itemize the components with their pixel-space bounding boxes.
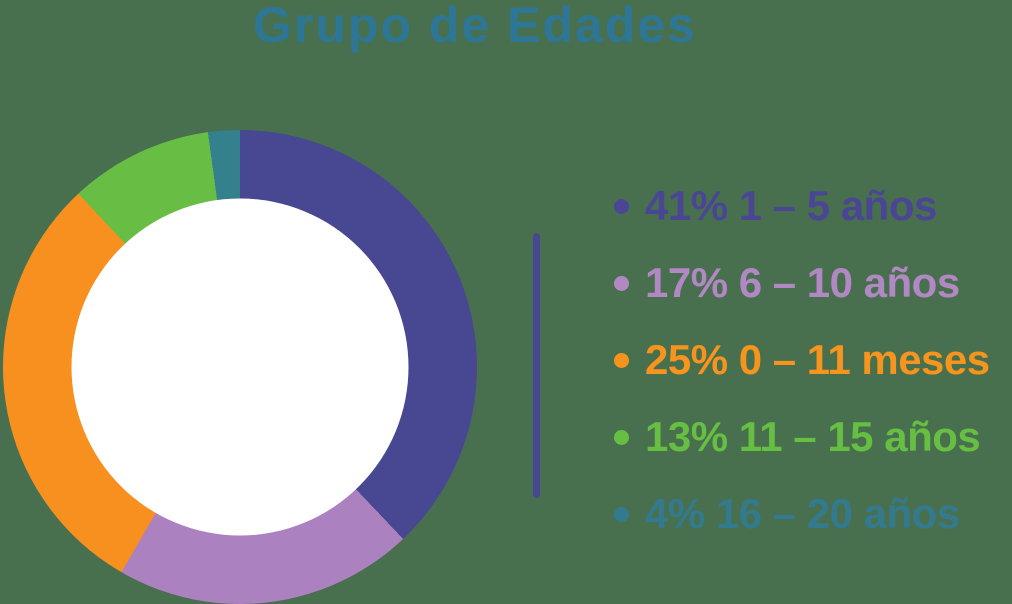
legend-bullet-icon [614,429,629,445]
legend-label: 13% 11 – 15 años [645,413,981,460]
legend-item: 41% 1 – 5 años [614,185,990,227]
legend-bullet-icon [614,198,629,214]
legend-label: 41% 1 – 5 años [645,182,937,229]
legend-label: 25% 0 – 11 meses [645,336,990,383]
chart-title: Grupo de Edades [253,0,697,53]
donut-chart [3,130,477,604]
legend-bullet-icon [614,352,629,368]
legend-divider-line [533,233,540,498]
legend-item: 17% 6 – 10 años [614,262,990,304]
legend-bullet-icon [614,506,629,522]
legend-label: 4% 16 – 20 años [645,490,960,537]
legend-label: 17% 6 – 10 años [645,259,960,306]
legend-item: 25% 0 – 11 meses [614,339,990,381]
legend-item: 4% 16 – 20 años [614,493,990,535]
donut-hole [71,198,409,536]
legend-bullet-icon [614,275,629,291]
legend-item: 13% 11 – 15 años [614,416,990,458]
legend: 41% 1 – 5 años 17% 6 – 10 años 25% 0 – 1… [614,185,990,535]
